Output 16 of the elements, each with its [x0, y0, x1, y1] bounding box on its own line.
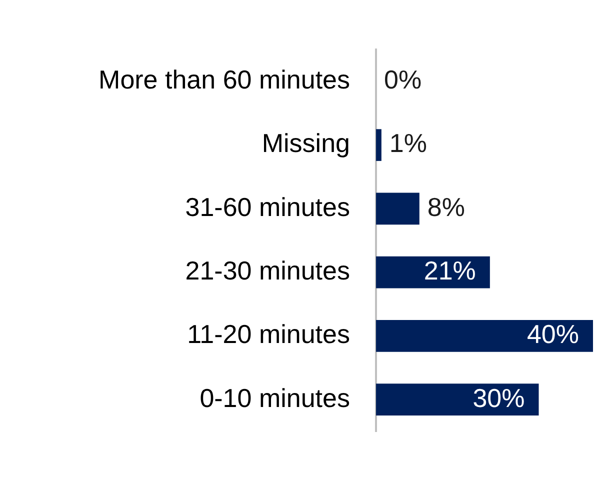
bar [376, 129, 382, 161]
y-tick-label: 0-10 minutes [200, 382, 350, 413]
y-tick-label: More than 60 minutes [98, 64, 350, 95]
data-label: 40% [526, 319, 579, 350]
y-tick-label: 31-60 minutes [185, 192, 350, 222]
data-label: 8% [427, 192, 465, 222]
y-tick-label: Missing [262, 128, 350, 158]
data-label: 30% [472, 382, 525, 413]
bar [376, 384, 539, 416]
bar [376, 192, 420, 225]
data-label: 1% [389, 128, 428, 158]
bar [376, 320, 593, 352]
data-label: 21% [424, 255, 476, 286]
y-tick-label: 21-30 minutes [185, 255, 350, 286]
y-tick-label: 11-20 minutes [187, 319, 350, 350]
data-label: 0% [384, 64, 422, 95]
